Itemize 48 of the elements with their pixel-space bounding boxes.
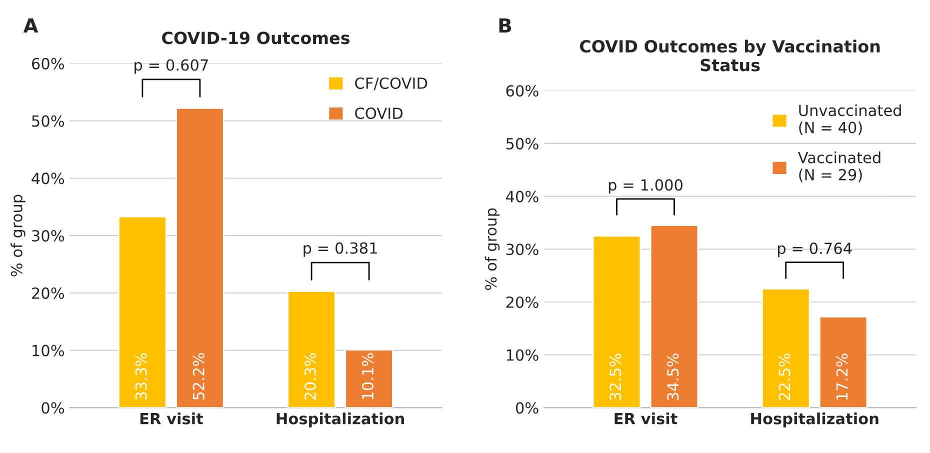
y-tick-label: 20% xyxy=(32,287,64,299)
bar xyxy=(118,216,167,408)
x-tick-label: ER visit xyxy=(614,412,678,424)
data-label: 52.2% xyxy=(192,353,204,400)
y-tick-label: 30% xyxy=(32,230,64,242)
x-tick-label: Hospitalization xyxy=(276,412,404,428)
y-tick-label: 60% xyxy=(506,85,538,97)
legend-label: Unvaccinated (N = 40) xyxy=(799,104,901,136)
bar xyxy=(650,224,699,408)
chart-title: COVID-19 Outcomes xyxy=(162,32,350,44)
y-tick-label: 40% xyxy=(32,172,64,184)
legend-label: CF/COVID xyxy=(355,77,428,90)
annotation: p = 0.607 xyxy=(134,59,208,74)
text: A xyxy=(23,18,38,33)
y-axis-title: % of group xyxy=(484,208,500,290)
y-tick-label: 0% xyxy=(516,402,538,414)
y-tick-label: 10% xyxy=(506,349,538,361)
bar xyxy=(818,316,868,408)
bar xyxy=(761,288,810,408)
bar xyxy=(287,290,336,408)
y-tick-label: 0% xyxy=(42,402,64,414)
x-tick-label: Hospitalization xyxy=(751,412,878,428)
data-label: 22.5% xyxy=(778,354,790,400)
chart-title: COVID Outcomes by Vaccination Status xyxy=(580,40,880,72)
data-label: 20.3% xyxy=(304,353,316,400)
annotation: p = 0.764 xyxy=(778,242,852,258)
data-label: 33.3% xyxy=(135,353,147,400)
legend-label: Vaccinated (N = 29) xyxy=(798,152,880,182)
y-tick-label: 50% xyxy=(506,138,538,150)
data-label: 10.1% xyxy=(362,353,374,400)
text: B xyxy=(499,18,512,33)
annotation: p = 1.000 xyxy=(608,179,682,194)
x-tick-label: ER visit xyxy=(140,412,204,424)
y-axis-title: % of group xyxy=(10,194,26,276)
data-label: 34.5% xyxy=(667,354,679,400)
data-label: 17.2% xyxy=(836,354,848,400)
legend-label: COVID xyxy=(355,108,402,120)
y-tick-label: 20% xyxy=(506,296,538,308)
bar xyxy=(176,107,224,408)
y-tick-label: 30% xyxy=(506,244,538,256)
annotation: p = 0.381 xyxy=(304,242,377,257)
bar xyxy=(344,349,394,408)
data-label: 32.5% xyxy=(610,354,622,400)
y-tick-label: 50% xyxy=(32,115,64,127)
y-tick-label: 10% xyxy=(32,344,64,356)
y-tick-label: 40% xyxy=(506,190,538,202)
y-tick-label: 60% xyxy=(32,58,64,70)
bar xyxy=(592,235,642,408)
